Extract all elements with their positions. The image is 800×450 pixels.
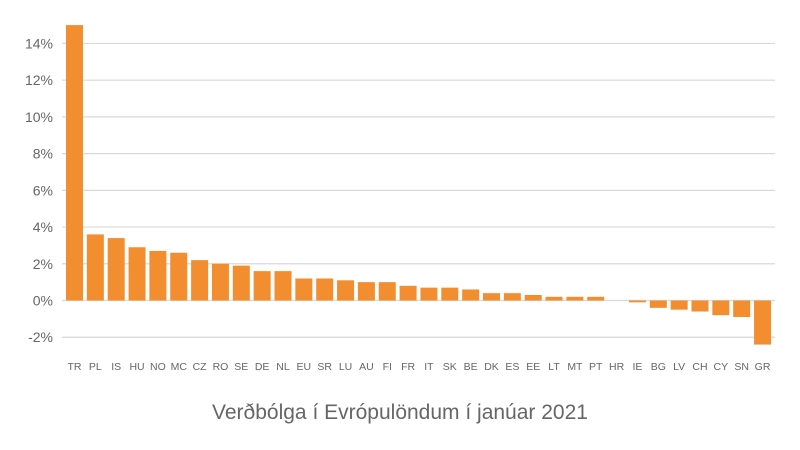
- y-tick-label: 10%: [25, 109, 53, 125]
- y-tick-label: 8%: [33, 146, 53, 162]
- bar-ie: [628, 300, 646, 303]
- bar-be: [462, 289, 480, 301]
- x-tick-label: RO: [213, 361, 229, 373]
- x-tick-label: SR: [317, 361, 332, 373]
- x-tick-label: CY: [714, 361, 729, 373]
- bar-mt: [566, 296, 584, 301]
- x-tick-label: NO: [150, 361, 166, 373]
- bar-sr: [316, 278, 334, 301]
- x-tick-label: EE: [526, 361, 540, 373]
- x-tick-label: LV: [673, 361, 685, 373]
- bar-lu: [337, 280, 355, 301]
- x-tick-label: PT: [589, 361, 603, 373]
- x-tick-label: HU: [129, 361, 144, 373]
- bar-lt: [545, 296, 563, 301]
- x-tick-label: NL: [276, 361, 290, 373]
- bar-au: [357, 282, 375, 301]
- bar-mc: [170, 252, 188, 301]
- bar-tr: [66, 25, 83, 301]
- x-tick-label: BG: [651, 361, 666, 373]
- x-tick-label: DK: [484, 361, 499, 373]
- x-tick-label: DE: [255, 361, 270, 373]
- x-tick-label: IE: [632, 361, 642, 373]
- x-tick-label: SE: [234, 361, 248, 373]
- x-tick-label: IS: [111, 361, 121, 373]
- y-tick-label: -2%: [28, 329, 53, 345]
- bar-dk: [483, 293, 500, 301]
- y-axis-labels: -2% 0% 2% 4% 6% 8% 10% 12% 14%: [25, 35, 53, 345]
- bar-pt: [587, 296, 605, 301]
- x-tick-label: FR: [401, 361, 415, 373]
- x-tick-label: CH: [692, 361, 707, 373]
- x-tick-label: SK: [443, 361, 457, 373]
- y-tick-label: 6%: [33, 182, 53, 198]
- bar-de: [253, 271, 271, 301]
- x-tick-label: PL: [89, 361, 102, 373]
- x-tick-label: CZ: [193, 361, 208, 373]
- bar-ro: [211, 263, 229, 301]
- x-tick-label: FI: [383, 361, 392, 373]
- x-tick-label: MT: [567, 361, 583, 373]
- x-tick-label: IT: [424, 361, 434, 373]
- bar-eu: [295, 278, 313, 301]
- x-tick-label: TR: [68, 361, 82, 373]
- bar-sn: [733, 300, 751, 318]
- bars: [66, 25, 772, 345]
- x-tick-label: ES: [505, 361, 519, 373]
- x-tick-label: EU: [297, 361, 312, 373]
- bar-se: [232, 265, 250, 301]
- x-tick-label: BE: [464, 361, 478, 373]
- bar-pl: [86, 234, 104, 301]
- bar-lv: [670, 300, 688, 310]
- chart-title: Verðbólga í Evrópulöndum í janúar 2021: [212, 401, 588, 424]
- x-tick-label: MC: [171, 361, 188, 373]
- bar-es: [503, 293, 521, 301]
- x-tick-label: GR: [755, 361, 771, 373]
- x-axis-labels: TR PL IS HU NO MC CZ RO SE DE NL EU SR LU AU FI FR IT SK BE…: [68, 361, 771, 373]
- bar-bg: [649, 300, 667, 308]
- y-tick-label: 14%: [25, 35, 53, 51]
- bar-fi: [378, 282, 396, 301]
- bar-cy: [712, 300, 730, 316]
- x-tick-label: AU: [359, 361, 374, 373]
- x-tick-label: HR: [609, 361, 625, 373]
- bar-hu: [128, 247, 146, 301]
- bar-cz: [191, 260, 209, 301]
- y-tick-label: 12%: [25, 72, 53, 88]
- x-tick-label: LT: [548, 361, 560, 373]
- bar-ch: [691, 300, 709, 312]
- bar-fr: [399, 285, 417, 301]
- y-tick-label: 4%: [33, 219, 53, 235]
- x-tick-label: SN: [734, 361, 749, 373]
- bar-no: [149, 250, 167, 301]
- gridlines: [62, 42, 775, 338]
- y-tick-label: 0%: [33, 293, 53, 309]
- y-tick-label: 2%: [33, 256, 53, 272]
- bar-nl: [274, 271, 292, 301]
- bar-it: [420, 287, 438, 301]
- bar-ee: [524, 294, 542, 301]
- bar-is: [107, 238, 125, 301]
- bar-sk: [441, 287, 459, 301]
- bar-gr: [754, 300, 772, 345]
- x-tick-label: LU: [339, 361, 352, 373]
